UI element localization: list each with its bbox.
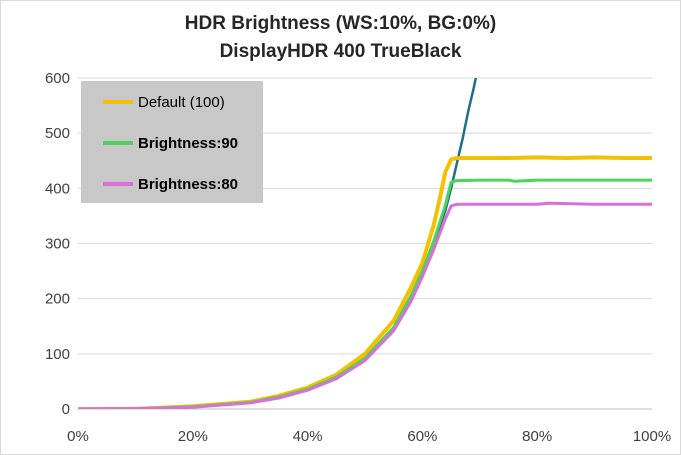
x-tick-label: 20% [178,428,208,445]
x-tick-label: 80% [522,428,552,445]
x-tick-label: 60% [407,428,437,445]
legend-item-brightness-90: Brightness:90 [103,133,238,153]
x-tick-label: 100% [633,428,671,445]
series-line-brightness-90 [78,178,652,409]
y-tick-label: 600 [45,70,70,87]
legend-item-brightness-80: Brightness:80 [103,174,238,194]
y-tick-label: 300 [45,236,70,253]
y-tick-label: 0 [62,401,70,418]
legend-item-default: Default (100) [103,92,225,112]
x-tick-label: 40% [293,428,323,445]
y-tick-label: 100 [45,346,70,363]
legend: Default (100) Brightness:90 Brightness:8… [81,81,263,203]
legend-swatch-brightness-80 [103,182,133,186]
legend-label-default: Default (100) [138,93,225,111]
chart-title: HDR Brightness (WS:10%, BG:0%) [184,13,497,34]
legend-swatch-default [103,100,133,104]
x-tick-label: 0% [67,428,89,445]
legend-label-brightness-90: Brightness:90 [138,134,239,152]
y-tick-label: 200 [45,291,70,308]
series-line-brightness-80 [78,201,652,409]
legend-swatch-brightness-90 [103,141,133,145]
legend-label-brightness-80: Brightness:80 [138,175,239,193]
y-tick-label: 400 [45,180,70,197]
y-tick-label: 500 [45,125,70,142]
chart-subtitle: DisplayHDR 400 TrueBlack [219,41,462,62]
